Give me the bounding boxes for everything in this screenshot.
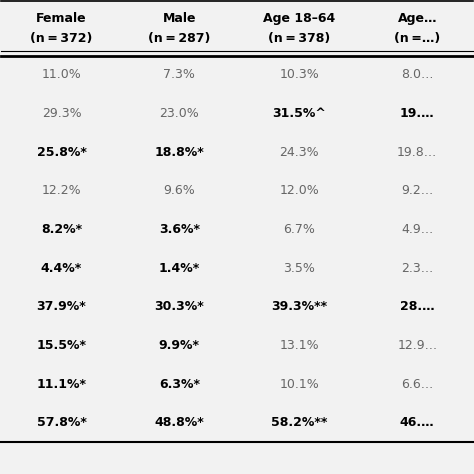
Text: Age…: Age…: [398, 12, 437, 25]
Text: 11.0%: 11.0%: [42, 68, 82, 82]
Text: 6.3%*: 6.3%*: [159, 377, 200, 391]
Text: 31.5%^: 31.5%^: [273, 107, 327, 120]
Text: 8.2%*: 8.2%*: [41, 223, 82, 236]
Text: Male: Male: [163, 12, 196, 25]
Text: 39.3%**: 39.3%**: [272, 300, 328, 313]
Text: 12.9…: 12.9…: [397, 339, 438, 352]
Text: 24.3%: 24.3%: [280, 146, 319, 159]
Text: 15.5%*: 15.5%*: [36, 339, 86, 352]
Text: 30.3%*: 30.3%*: [155, 300, 204, 313]
Text: 1.4%*: 1.4%*: [159, 262, 200, 274]
Text: 18.8%*: 18.8%*: [155, 146, 204, 159]
Text: 6.7%: 6.7%: [283, 223, 315, 236]
Text: (n = 287): (n = 287): [148, 32, 210, 45]
Text: 9.6%: 9.6%: [164, 184, 195, 197]
Text: 19.…: 19.…: [400, 107, 435, 120]
Text: 58.2%**: 58.2%**: [271, 416, 328, 429]
Text: 7.3%: 7.3%: [164, 68, 195, 82]
Text: 13.1%: 13.1%: [280, 339, 319, 352]
Text: 10.3%: 10.3%: [280, 68, 319, 82]
Text: 9.9%*: 9.9%*: [159, 339, 200, 352]
Text: (n = 378): (n = 378): [268, 32, 330, 45]
Text: Age 18–64: Age 18–64: [264, 12, 336, 25]
Text: 12.0%: 12.0%: [280, 184, 319, 197]
Text: 3.5%: 3.5%: [283, 262, 315, 274]
Text: 8.0…: 8.0…: [401, 68, 434, 82]
Text: (n = 372): (n = 372): [30, 32, 92, 45]
Text: 37.9%*: 37.9%*: [36, 300, 86, 313]
Text: 10.1%: 10.1%: [280, 377, 319, 391]
Text: 2.3…: 2.3…: [401, 262, 433, 274]
Text: 12.2%: 12.2%: [42, 184, 81, 197]
Text: 46.…: 46.…: [400, 416, 435, 429]
Text: 23.0%: 23.0%: [159, 107, 199, 120]
Text: 25.8%*: 25.8%*: [36, 146, 86, 159]
Text: (n =…): (n =…): [394, 32, 440, 45]
Text: 19.8…: 19.8…: [397, 146, 438, 159]
Text: 11.1%*: 11.1%*: [36, 377, 86, 391]
Text: 28.…: 28.…: [400, 300, 435, 313]
Text: 57.8%*: 57.8%*: [36, 416, 86, 429]
Text: 3.6%*: 3.6%*: [159, 223, 200, 236]
Text: 4.9…: 4.9…: [401, 223, 433, 236]
Text: 4.4%*: 4.4%*: [41, 262, 82, 274]
Text: 6.6…: 6.6…: [401, 377, 433, 391]
Text: Female: Female: [36, 12, 87, 25]
Text: 9.2…: 9.2…: [401, 184, 433, 197]
Text: 29.3%: 29.3%: [42, 107, 81, 120]
Text: 48.8%*: 48.8%*: [155, 416, 204, 429]
